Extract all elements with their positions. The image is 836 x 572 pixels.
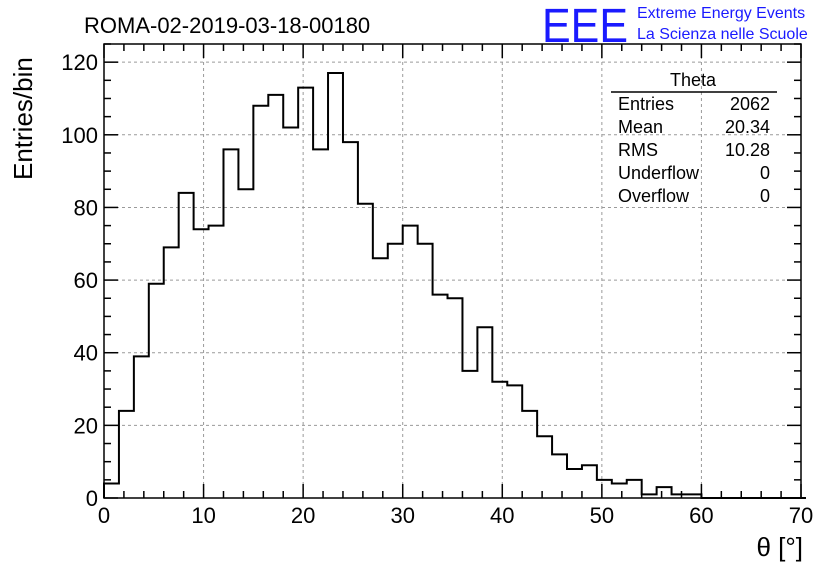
plot-frame [103, 43, 802, 499]
histogram-bin [567, 469, 582, 498]
stats-label: Entries [618, 94, 674, 114]
histogram-bin [492, 382, 507, 498]
stats-value: 10.28 [725, 140, 770, 160]
histogram-bin [298, 88, 313, 498]
y-tick-label: 0 [86, 486, 98, 511]
histogram-bin [373, 258, 388, 498]
histogram-bin [179, 193, 194, 498]
histogram-bin [238, 189, 253, 498]
histogram-bin [433, 295, 448, 498]
histogram-bin [358, 204, 373, 498]
stats-value: 20.34 [725, 117, 770, 137]
logo-subtitle-line1: Extreme Energy Events [637, 5, 805, 22]
histogram-bin [223, 149, 238, 498]
grid [104, 44, 801, 498]
stats-box: Theta Entries 2062 Mean 20.34 RMS 10.28 Underf… [611, 70, 777, 206]
histogram-bin [194, 229, 209, 498]
x-axis-label: θ [°] [756, 532, 803, 562]
y-tick-label: 20 [74, 413, 98, 438]
histogram-bin [507, 385, 522, 498]
stats-value: 0 [760, 163, 770, 183]
histogram-bin [657, 487, 672, 498]
histogram-bin [612, 483, 627, 498]
histogram-bin [268, 95, 283, 498]
x-tick-label: 0 [98, 503, 110, 528]
axis-ticks [103, 43, 802, 499]
histogram-bin [403, 226, 418, 498]
tick-labels: 0 10 20 30 40 50 60 70 0 20 40 60 80 100 120 [61, 50, 813, 528]
logo-subtitle-line2: La Scienza nelle Scuole [637, 26, 808, 43]
histogram-bin [164, 247, 179, 498]
histogram-bin [328, 73, 343, 498]
chart-title: ROMA-02-2019-03-18-00180 [84, 13, 370, 38]
y-tick-label: 120 [61, 50, 98, 75]
stats-value: 0 [760, 186, 770, 206]
histogram-bin [582, 465, 597, 498]
y-axis-label: Entries/bin [8, 57, 38, 180]
histogram-bin [462, 371, 477, 498]
x-tick-label: 50 [590, 503, 614, 528]
stats-label: RMS [618, 140, 658, 160]
histogram-bin [209, 226, 224, 498]
y-tick-label: 40 [74, 341, 98, 366]
histogram-bin [134, 356, 149, 498]
histogram-bin [627, 480, 642, 498]
histogram-bin [448, 298, 463, 498]
x-tick-label: 20 [291, 503, 315, 528]
histogram-bin [388, 244, 403, 498]
histogram-bin [283, 128, 298, 498]
histogram-bin [418, 244, 433, 498]
histogram-bin [597, 480, 612, 498]
x-tick-label: 30 [390, 503, 414, 528]
stats-label: Underflow [618, 163, 700, 183]
histogram-bin [149, 284, 164, 498]
histogram-bin [522, 411, 537, 498]
histogram-bin [552, 454, 567, 498]
histogram-series [103, 72, 806, 499]
histogram-bin [313, 149, 328, 498]
stats-title: Theta [670, 70, 717, 90]
x-tick-label: 70 [789, 503, 813, 528]
stats-value: 2062 [730, 94, 770, 114]
x-tick-label: 40 [490, 503, 514, 528]
histogram-bin [253, 106, 268, 498]
y-tick-label: 100 [61, 123, 98, 148]
y-tick-label: 60 [74, 268, 98, 293]
x-tick-label: 10 [191, 503, 215, 528]
x-tick-label: 60 [689, 503, 713, 528]
y-tick-label: 80 [74, 195, 98, 220]
stats-label: Overflow [618, 186, 690, 206]
eee-logo: EEE [542, 0, 628, 53]
stats-label: Mean [618, 117, 663, 137]
histogram-bin [537, 436, 552, 498]
histogram-bin [119, 411, 134, 498]
histogram-line [103, 72, 806, 499]
histogram-bin [104, 483, 119, 498]
histogram-bin [343, 142, 358, 498]
